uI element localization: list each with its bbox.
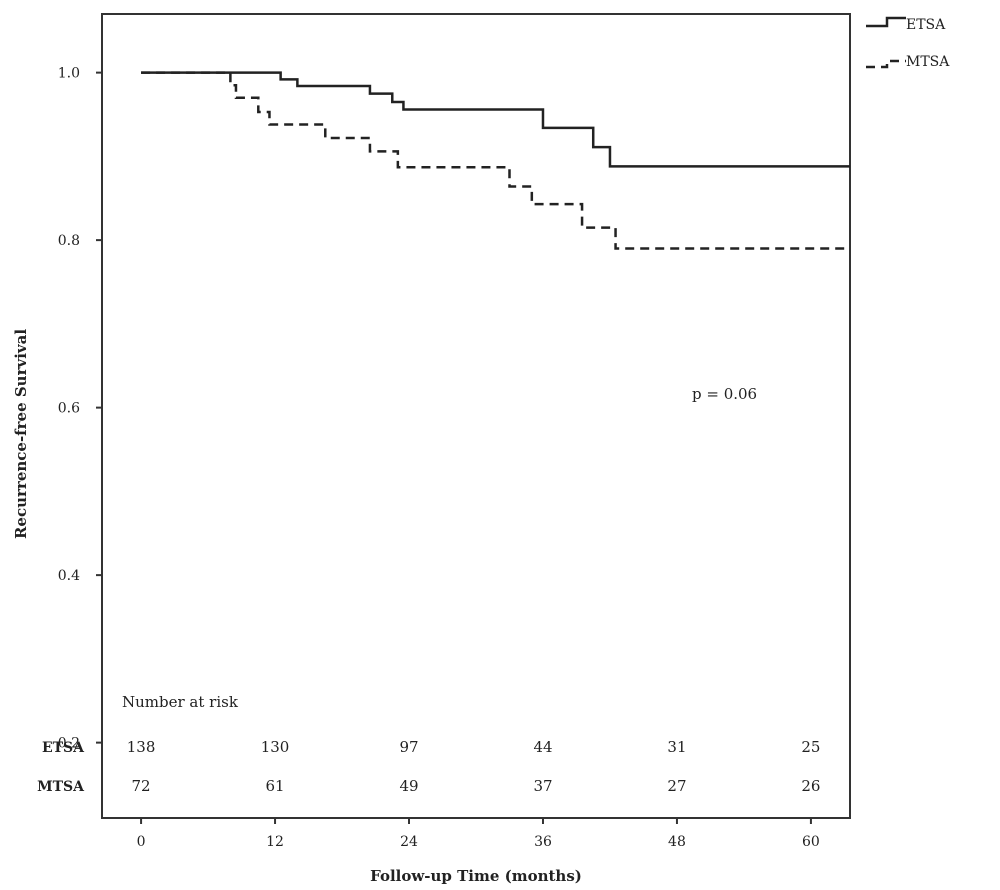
x-tick-label: 36 xyxy=(534,834,552,850)
curve-mtsa xyxy=(141,71,850,250)
legend-etsa-line-icon xyxy=(866,16,906,28)
risk-count: 49 xyxy=(399,777,418,795)
x-tick-label: 0 xyxy=(137,834,146,850)
risk-count: 130 xyxy=(261,738,290,756)
survival-curves xyxy=(141,71,850,250)
p-value-annotation: p = 0.06 xyxy=(692,385,757,403)
risk-count: 37 xyxy=(533,777,552,795)
curve-etsa xyxy=(141,71,850,168)
risk-count: 25 xyxy=(801,738,820,756)
risk-count: 72 xyxy=(132,777,151,795)
y-axis-title: Recurrence-free Survival xyxy=(12,329,30,539)
risk-count: 26 xyxy=(801,777,820,795)
risk-count: 138 xyxy=(127,738,156,756)
x-axis-ticks: 0 12 24 36 48 60 xyxy=(137,818,820,850)
risk-table-title: Number at risk xyxy=(122,693,239,711)
legend-mtsa-line-icon xyxy=(866,59,906,69)
y-tick-label: 1.0 xyxy=(58,66,80,82)
legend-item-mtsa: MTSA xyxy=(866,54,950,70)
legend-label-etsa: ETSA xyxy=(906,17,946,33)
legend: ETSA MTSA xyxy=(866,16,950,70)
plot-frame xyxy=(101,13,851,819)
y-tick-label: 0.4 xyxy=(58,568,80,584)
y-tick-label: 0.6 xyxy=(58,401,80,417)
risk-count: 61 xyxy=(265,777,284,795)
risk-table: ETSA 138 130 97 44 31 25 MTSA 72 61 49 37 27 26 xyxy=(37,738,820,795)
risk-row-label: MTSA xyxy=(37,779,85,795)
y-tick-label: 0.2 xyxy=(58,736,80,752)
risk-count: 27 xyxy=(667,777,686,795)
risk-count: 31 xyxy=(667,738,686,756)
legend-label-mtsa: MTSA xyxy=(906,54,950,70)
x-tick-label: 12 xyxy=(266,834,284,850)
risk-row-label: ETSA xyxy=(42,740,85,756)
x-axis-title: Follow-up Time (months) xyxy=(370,867,582,885)
legend-item-etsa: ETSA xyxy=(866,16,946,33)
x-tick-label: 48 xyxy=(668,834,686,850)
y-axis-ticks: 0.2 0.4 0.6 0.8 1.0 xyxy=(58,66,102,752)
x-tick-label: 60 xyxy=(802,834,820,850)
risk-count: 44 xyxy=(533,738,552,756)
y-tick-label: 0.8 xyxy=(58,233,80,249)
risk-count: 97 xyxy=(399,738,418,756)
x-tick-label: 24 xyxy=(400,834,418,850)
